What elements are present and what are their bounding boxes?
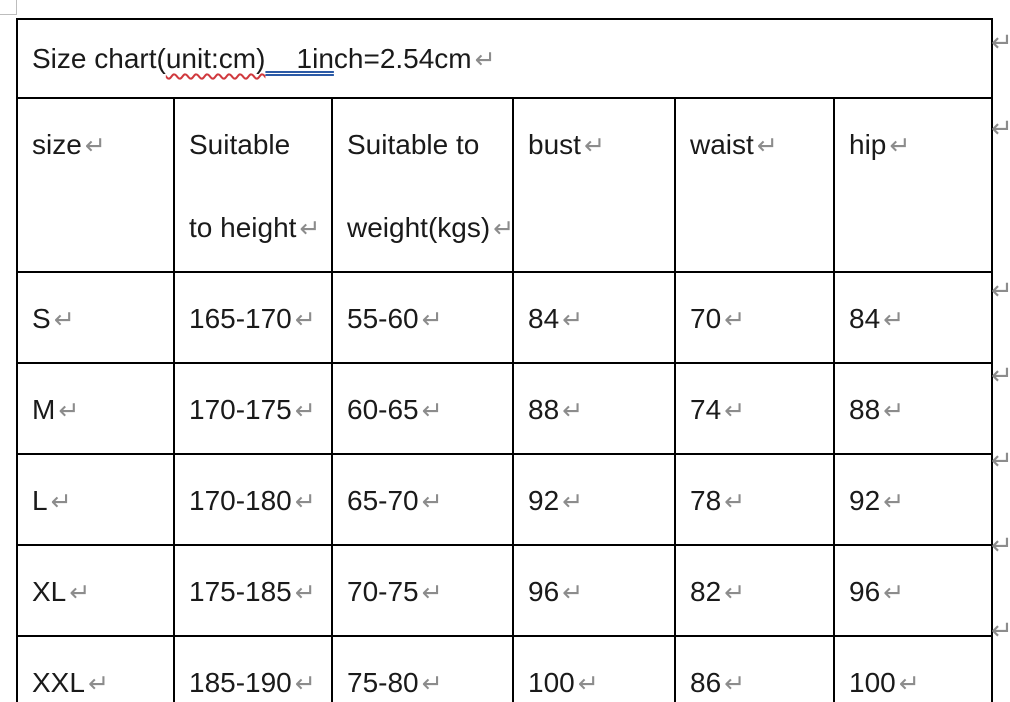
table-row-L: L ↵ 170-180 ↵ 65-70 ↵ 92 ↵ 78 ↵ 92 ↵: [16, 453, 994, 546]
cell-waist[interactable]: 86 ↵: [674, 635, 835, 702]
cell-hip[interactable]: 88 ↵: [832, 362, 994, 455]
cell-text: 88: [849, 394, 881, 425]
row-end-mark-icon: ↵: [991, 27, 1010, 57]
header-cell-weight[interactable]: Suitable to weight(kgs) ↵: [331, 97, 514, 273]
header-label: size: [32, 129, 82, 160]
cell-text: 65-70: [347, 485, 419, 516]
cell-text: 84: [528, 303, 560, 334]
cell-height[interactable]: 185-190 ↵: [173, 635, 333, 702]
cell-weight[interactable]: 55-60 ↵: [331, 271, 514, 364]
cell-weight[interactable]: 75-80 ↵: [331, 635, 514, 702]
cell-text: 75-80: [347, 667, 419, 698]
cell-bust[interactable]: 88 ↵: [512, 362, 676, 455]
cell-waist[interactable]: 70 ↵: [674, 271, 835, 364]
row-end-mark-icon: ↵: [991, 275, 1010, 305]
cell-text: 100: [849, 667, 896, 698]
table-row-S: S ↵ 165-170 ↵ 55-60 ↵ 84 ↵ 70 ↵ 84 ↵: [16, 271, 994, 364]
title-text: Size chart(: [32, 43, 166, 74]
header-label: Suitable to height: [189, 129, 297, 243]
cell-height[interactable]: 165-170 ↵: [173, 271, 333, 364]
header-cell-waist[interactable]: waist ↵: [674, 97, 835, 273]
cell-hip[interactable]: 96 ↵: [832, 544, 994, 637]
title-grammar-segment: 1in: [265, 43, 334, 74]
header-label: waist: [690, 129, 754, 160]
header-cell-size[interactable]: size ↵: [16, 97, 175, 273]
cell-size[interactable]: L ↵: [16, 453, 175, 546]
cell-weight[interactable]: 65-70 ↵: [331, 453, 514, 546]
cell-text: 70: [690, 303, 722, 334]
table-header-row: size ↵ Suitable to height ↵ Suitable to we…: [16, 97, 994, 273]
cell-bust[interactable]: 96 ↵: [512, 544, 676, 637]
row-end-mark-icon: ↵: [991, 113, 1010, 143]
row-end-mark-icon: ↵: [991, 360, 1010, 390]
cell-text: 70-75: [347, 576, 419, 607]
cell-size[interactable]: M ↵: [16, 362, 175, 455]
cell-text: 96: [528, 576, 560, 607]
header-label: Suitable to weight(kgs): [347, 129, 491, 243]
cell-weight[interactable]: 60-65 ↵: [331, 362, 514, 455]
cell-weight[interactable]: 70-75 ↵: [331, 544, 514, 637]
cell-waist[interactable]: 74 ↵: [674, 362, 835, 455]
cell-text: 74: [690, 394, 722, 425]
cell-text: 170-175: [189, 394, 292, 425]
table-row-XXL: XXL ↵ 185-190 ↵ 75-80 ↵ 100 ↵ 86 ↵ 100 ↵: [16, 635, 994, 702]
cell-text: 78: [690, 485, 722, 516]
cell-text: M: [32, 394, 56, 425]
cell-text: 84: [849, 303, 881, 334]
cell-height[interactable]: 170-175 ↵: [173, 362, 333, 455]
cell-height[interactable]: 175-185 ↵: [173, 544, 333, 637]
size-chart-table: Size chart(unit:cm) 1inch=2.54cm ↵ size ↵ …: [15, 18, 994, 702]
cell-text: 170-180: [189, 485, 292, 516]
row-end-mark-icon: ↵: [991, 445, 1010, 475]
title-cell[interactable]: Size chart(unit:cm) 1inch=2.54cm ↵: [15, 18, 994, 99]
header-cell-hip[interactable]: hip ↵: [832, 97, 994, 273]
row-end-mark-icon: ↵: [991, 615, 1010, 645]
row-end-mark-icon: ↵: [991, 530, 1010, 560]
cell-bust[interactable]: 84 ↵: [512, 271, 676, 364]
clipped-page-corner: [0, 0, 17, 15]
cell-hip[interactable]: 84 ↵: [832, 271, 994, 364]
header-label: hip: [849, 129, 887, 160]
cell-text: S: [32, 303, 51, 334]
table-title-row: Size chart(unit:cm) 1inch=2.54cm ↵: [15, 18, 994, 99]
cell-waist[interactable]: 82 ↵: [674, 544, 835, 637]
cell-text: L: [32, 485, 48, 516]
cell-text: 175-185: [189, 576, 292, 607]
cell-text: 88: [528, 394, 560, 425]
cell-size[interactable]: XXL ↵: [16, 635, 175, 702]
cell-text: 92: [849, 485, 881, 516]
cell-hip[interactable]: 100 ↵: [832, 635, 994, 702]
table-row-M: M ↵ 170-175 ↵ 60-65 ↵ 88 ↵ 74 ↵ 88 ↵: [16, 362, 994, 455]
cell-text: 96: [849, 576, 881, 607]
cell-text: 86: [690, 667, 722, 698]
cell-text: 165-170: [189, 303, 292, 334]
cell-height[interactable]: 170-180 ↵: [173, 453, 333, 546]
header-label: bust: [528, 129, 581, 160]
cell-text: XXL: [32, 667, 85, 698]
cell-text: 55-60: [347, 303, 419, 334]
cell-bust[interactable]: 92 ↵: [512, 453, 676, 546]
header-cell-bust[interactable]: bust ↵: [512, 97, 676, 273]
title-text-tail: ch=2.54cm: [333, 43, 472, 74]
header-cell-height[interactable]: Suitable to height ↵: [173, 97, 333, 273]
cell-text: 60-65: [347, 394, 419, 425]
table-row-XL: XL ↵ 175-185 ↵ 70-75 ↵ 96 ↵ 82 ↵ 96 ↵: [16, 544, 994, 637]
cell-text: 100: [528, 667, 575, 698]
cell-waist[interactable]: 78 ↵: [674, 453, 835, 546]
cell-text: 185-190: [189, 667, 292, 698]
cell-text: XL: [32, 576, 67, 607]
cell-bust[interactable]: 100 ↵: [512, 635, 676, 702]
cell-text: 92: [528, 485, 560, 516]
cell-hip[interactable]: 92 ↵: [832, 453, 994, 546]
cell-size[interactable]: XL ↵: [16, 544, 175, 637]
cell-size[interactable]: S ↵: [16, 271, 175, 364]
cell-text: 82: [690, 576, 722, 607]
title-spellcheck-segment: unit:cm): [165, 43, 266, 74]
